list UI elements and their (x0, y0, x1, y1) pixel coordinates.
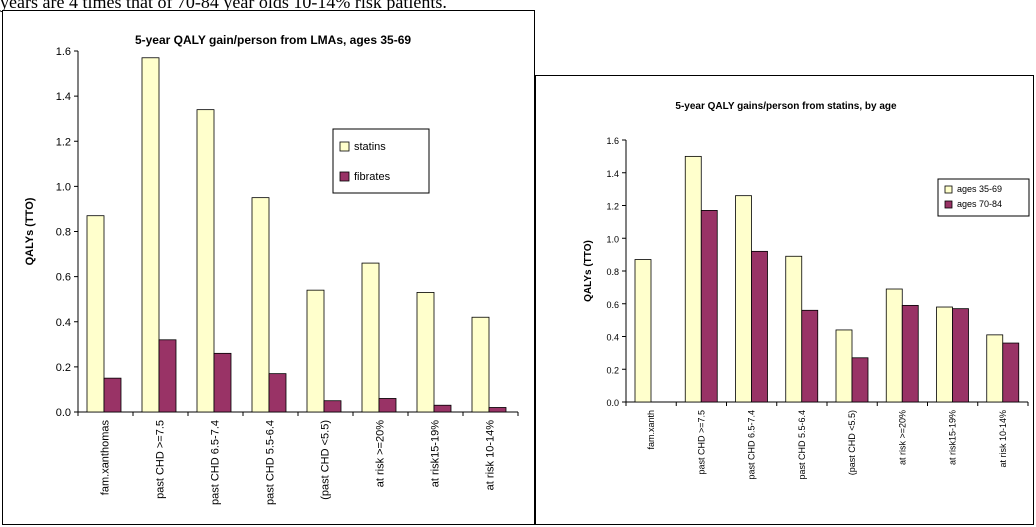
bar-series-2 (700, 210, 718, 403)
bar-series-2 (268, 373, 287, 413)
bar-series-2 (158, 339, 177, 413)
chart-panel-statins-by-age: 5-year QALY gains/person from statins, b… (535, 75, 1034, 525)
y-tick-label: 1.0 (606, 234, 619, 244)
bar-series-1 (416, 292, 435, 413)
y-tick-label: 1.4 (56, 91, 71, 103)
chart-lma-gains: 5-year QALY gain/person from LMAs, ages … (24, 33, 519, 505)
page-body-text: years are 4 times that of 70-84 year old… (0, 0, 447, 12)
x-tick-label: past CHD >=7.5 (155, 420, 167, 499)
legend-box (332, 128, 430, 194)
x-tick-label: (past CHD <5.5) (320, 420, 332, 500)
x-tick-label: at risk 10-14% (998, 410, 1008, 468)
legend-box (937, 178, 1030, 217)
bar-series-2 (901, 304, 919, 403)
chart-title: 5-year QALY gains/person from statins, b… (675, 101, 897, 112)
y-tick-label: 0.8 (56, 227, 71, 239)
x-tick-label: past CHD 5.5-6.4 (265, 420, 277, 505)
bar-series-1 (885, 288, 903, 403)
bar-series-1 (251, 197, 270, 413)
bar-series-2 (213, 352, 232, 413)
y-tick-label: 1.0 (56, 181, 71, 193)
bar-series-1 (634, 259, 652, 403)
bar-series-1 (785, 255, 803, 403)
bar-series-2 (851, 357, 869, 403)
bar-series-2 (751, 250, 768, 403)
y-axis-label: QALYs (TTO) (24, 197, 36, 265)
y-tick-label: 0.6 (606, 300, 619, 310)
bar-series-1 (141, 57, 160, 413)
legend-swatch (339, 171, 350, 182)
x-tick-label: at risk 10-14% (485, 420, 497, 491)
y-tick-label: 0.4 (606, 333, 619, 343)
legend-swatch (944, 185, 953, 194)
x-tick-label: at risk15-19% (948, 410, 958, 465)
chart-panel-lma: 5-year QALY gain/person from LMAs, ages … (2, 10, 535, 525)
bar-series-2 (323, 400, 342, 413)
bar-series-2 (801, 309, 819, 403)
x-tick-label: at risk >=20% (897, 410, 907, 465)
bar-series-2 (488, 407, 507, 413)
bar-series-2 (378, 398, 397, 413)
y-tick-label: 0.8 (606, 267, 619, 277)
y-tick-label: 0.2 (56, 362, 71, 374)
bar-series-1 (196, 109, 215, 413)
bar-series-1 (684, 155, 702, 403)
y-tick-label: 0.2 (606, 365, 619, 375)
bar-series-1 (936, 306, 953, 403)
x-tick-label: at risk15-19% (430, 420, 442, 487)
x-tick-label: fam.xanthomas (100, 420, 112, 496)
y-tick-label: 0.0 (56, 407, 71, 419)
x-tick-label: fam.xanth (646, 410, 656, 450)
y-tick-label: 0.4 (56, 317, 71, 329)
bar-series-2 (433, 404, 452, 413)
y-tick-label: 1.4 (606, 169, 619, 179)
x-tick-label: past CHD 5.5-6.4 (797, 410, 807, 480)
chart-title: 5-year QALY gain/person from LMAs, ages … (135, 33, 411, 47)
bar-series-2 (1002, 342, 1020, 403)
bar-series-1 (471, 316, 490, 413)
bar-series-1 (735, 195, 752, 403)
legend-label: ages 70-84 (957, 199, 1002, 209)
x-tick-label: past CHD >=7.5 (696, 410, 706, 475)
y-tick-label: 1.6 (56, 46, 71, 58)
x-tick-label: past CHD 6.5-7.4 (210, 420, 222, 505)
x-tick-label: at risk >=20% (375, 420, 387, 487)
x-tick-label: past CHD 6.5-7.4 (747, 410, 757, 480)
legend-swatch (339, 141, 350, 152)
legend-label: statins (354, 141, 386, 153)
legend-label: ages 35-69 (957, 184, 1002, 194)
bar-series-2 (103, 377, 122, 413)
y-tick-label: 1.6 (606, 136, 619, 146)
bar-series-2 (952, 308, 969, 403)
y-tick-label: 1.2 (56, 136, 71, 148)
bar-series-1 (835, 329, 853, 403)
x-tick-label: (past CHD <5.5) (847, 410, 857, 475)
chart-statins-by-age: 5-year QALY gains/person from statins, b… (583, 101, 1030, 480)
legend-swatch (944, 200, 953, 209)
bar-series-1 (86, 215, 105, 413)
bar-series-1 (361, 262, 380, 413)
bar-series-1 (306, 289, 325, 413)
bar-series-1 (986, 334, 1004, 403)
y-tick-label: 0.0 (606, 398, 619, 408)
y-axis-label: QALYs (TTO) (583, 240, 594, 302)
y-tick-label: 1.2 (606, 202, 619, 212)
legend-label: fibrates (354, 171, 391, 183)
y-tick-label: 0.6 (56, 272, 71, 284)
